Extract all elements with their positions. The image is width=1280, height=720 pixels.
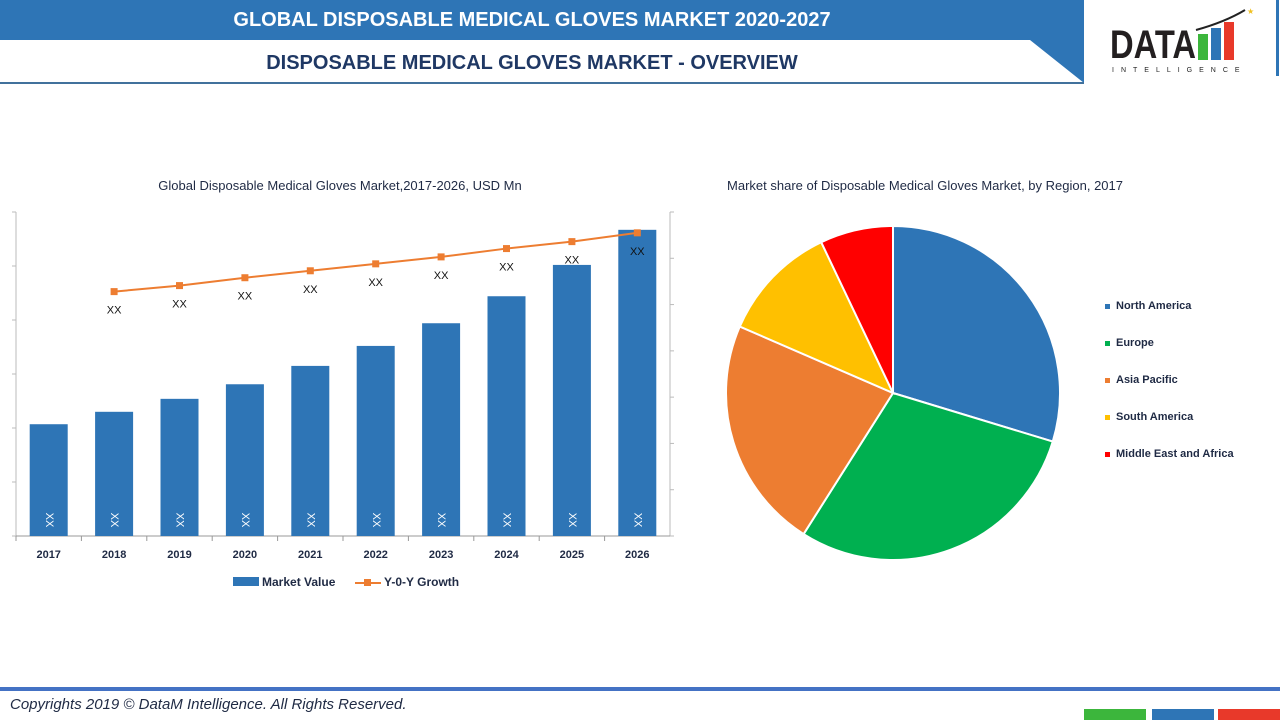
bar-2020 [225,384,264,536]
header: GLOBAL DISPOSABLE MEDICAL GLOVES MARKET … [0,0,1084,86]
line-data-label: XX [630,246,645,258]
footer-blue-block [1152,709,1214,720]
svg-text:INTELLIGENCE: INTELLIGENCE [1112,67,1247,74]
line-marker [503,245,510,253]
pie-slice-asia-pacific [725,325,895,536]
bar-data-label: XX [43,513,55,528]
line-data-label: XX [565,255,580,267]
legend-label: South America [1116,411,1194,423]
x-tick-label: 2021 [298,549,322,561]
line-marker [241,274,249,282]
x-tick-label: 2024 [494,549,519,561]
svg-text:★: ★ [1247,8,1254,16]
legend-label: North America [1116,300,1192,312]
line-data-label: XX [107,305,122,317]
x-tick-label: 2017 [36,549,60,561]
pie-slice-europe [802,391,1055,561]
bar-chart-title: Global Disposable Medical Gloves Market,… [158,178,522,193]
x-tick-label: 2026 [625,549,649,561]
line-marker [176,282,183,290]
bar-data-label: XX [304,513,316,528]
bar-data-label: XX [108,513,120,528]
bar-2017 [29,424,68,536]
bar-2021 [291,365,330,536]
page-subtitle: DISPOSABLE MEDICAL GLOVES MARKET - OVERV… [266,52,798,74]
bar-2022 [356,345,395,536]
pie-slice-north-america [892,224,1061,443]
line-data-label: XX [238,291,253,303]
pie-slice-south-america [738,240,896,395]
line-data-label: XX [368,277,383,289]
pie-legend: North America Europe Asia Pacific South Ame… [1105,300,1234,485]
line-data-label: XX [172,299,187,311]
footer-rule [0,687,1280,691]
logo-border [1276,0,1279,76]
legend-item: South America [1105,411,1234,448]
bar-data-label: XX [631,513,643,528]
legend-yoy-growth: Y-0-Y Growth [355,575,459,589]
bar-data-label: XX [501,513,513,528]
pie-chart-title: Market share of Disposable Medical Glove… [727,178,1123,193]
bar-2026 [618,229,657,536]
header-background [0,0,1084,84]
legend-label: Europe [1116,337,1154,349]
page-title: GLOBAL DISPOSABLE MEDICAL GLOVES MARKET … [233,9,831,31]
x-tick-label: 2025 [560,549,584,561]
footer-red-block [1218,709,1280,720]
bar-data-label: XX [239,513,251,528]
bar-2024 [487,296,526,536]
bar-data-label: XX [174,513,186,528]
bar-data-label: XX [435,513,447,528]
legend-label: Middle East and Africa [1116,448,1234,460]
line-data-label: XX [434,270,449,282]
legend-item: North America [1105,300,1234,337]
bar-2023 [422,323,461,536]
legend-swatch [1105,377,1110,383]
legend-market-value: Market Value [233,575,335,589]
legend-item: Asia Pacific [1105,374,1234,411]
copyright: Copyrights 2019 © DataM Intelligence. Al… [10,696,407,713]
bar-2019 [160,398,199,536]
line-marker [633,229,641,237]
footer-green-block [1084,709,1146,720]
line-marker [437,253,445,261]
legend-swatch [1105,303,1110,309]
x-tick-label: 2020 [233,549,257,561]
bar-data-label: XX [370,513,382,528]
x-tick-label: 2023 [429,549,453,561]
line-marker [372,260,380,268]
pie-chart [725,224,1061,561]
line-marker [110,288,118,296]
data-intelligence-logo: DATA ★ INTELLIGENCE [1110,8,1254,74]
line-marker [306,267,314,275]
svg-text:DATA: DATA [1110,23,1196,67]
x-tick-label: 2018 [102,549,126,561]
line-data-label: XX [303,284,318,296]
legend-swatch [1105,414,1110,420]
bar-2025 [552,264,591,536]
pie-slice-middle-east-and-africa [819,224,894,394]
legend-swatch [1105,340,1110,346]
line-data-label: XX [499,262,514,274]
bar-2018 [95,411,134,536]
line-marker [568,238,576,246]
legend-item: Europe [1105,337,1234,374]
bar-chart: XX 2017 XX 2018 XX XX 2019 XX XX 2020 XX XX 2021 XX XX… [12,211,674,561]
x-tick-label: 2022 [363,549,387,561]
legend-item: Middle East and Africa [1105,448,1234,485]
x-tick-label: 2019 [167,549,191,561]
legend-swatch [1105,451,1110,457]
bar-data-label: XX [566,513,578,528]
legend-label: Asia Pacific [1116,374,1178,386]
